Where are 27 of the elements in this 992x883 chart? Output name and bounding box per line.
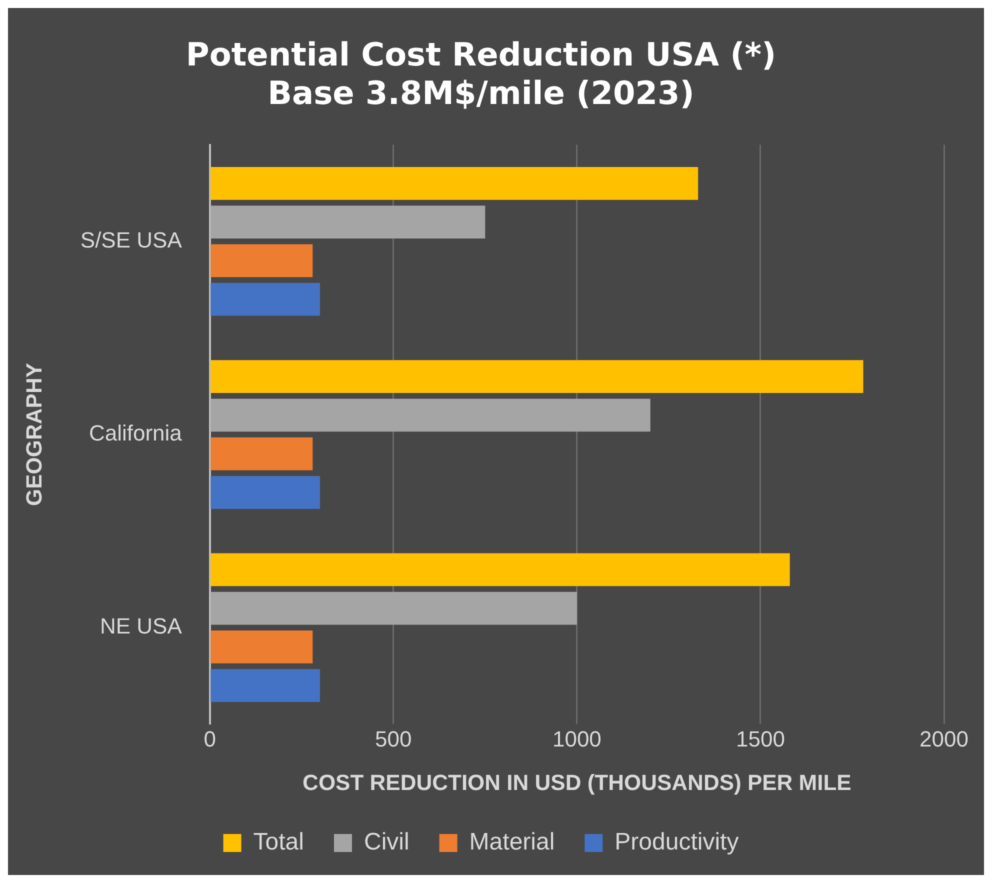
bar [210,476,320,509]
x-tick-label: 2000 [920,726,968,752]
bar [210,437,313,470]
chart-title: Potential Cost Reduction USA (*) Base 3.8M$/mile (2023) [186,36,776,112]
bar [210,244,313,278]
legend-label: Productivity [614,828,739,856]
x-tick-label: 1000 [552,726,602,752]
legend-label: Total [253,828,304,856]
y-tick-label: S/SE USA [80,227,182,252]
bar [210,360,864,393]
y-tick-label: NE USA [100,614,182,639]
bar [210,630,313,664]
bar [210,206,486,238]
legend-label: Civil [364,828,410,856]
legend-label: Material [469,828,555,856]
bar [210,669,320,702]
y-axis-title: GEOGRAPHY [21,362,46,506]
x-tick-label: 0 [204,726,216,752]
bar [210,282,320,316]
bar [210,553,790,586]
x-axis-title: COST REDUCTION IN USD (THOUSANDS) PER MILE [302,770,852,795]
bar [210,398,650,432]
bar [210,167,698,200]
x-tick-label: 1500 [736,726,785,752]
bar [210,592,577,625]
y-tick-label: California [88,420,183,446]
x-tick-label: 500 [375,726,412,752]
